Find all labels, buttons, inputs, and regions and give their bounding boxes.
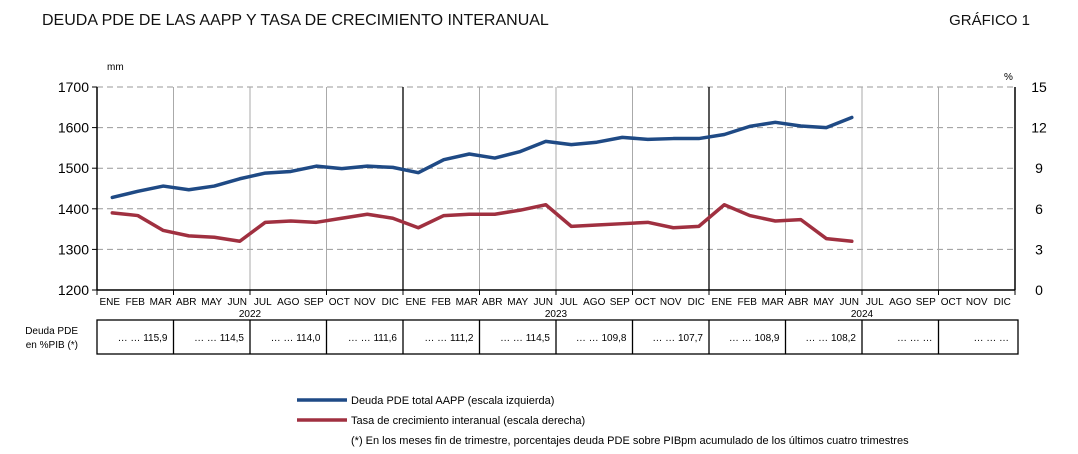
y-tick-right: 15 — [1031, 79, 1047, 95]
series-line-right — [110, 202, 854, 244]
left-unit-label: mm — [107, 62, 124, 73]
table-cell: … … 114,5 — [500, 333, 550, 344]
x-tick-month: JUN — [228, 297, 247, 308]
x-tick-month: JUL — [254, 297, 272, 308]
x-tick-month: SEP — [610, 297, 630, 308]
legend-label: Deuda PDE total AAPP (escala izquierda) — [351, 395, 554, 407]
y-tick-left: 1500 — [58, 160, 89, 176]
table-cell: … … … — [897, 333, 933, 344]
y-tick-right: 9 — [1035, 160, 1043, 176]
x-tick-month: MAY — [813, 297, 834, 308]
footnote: (*) En los meses fin de trimestre, porce… — [351, 435, 909, 447]
table-cell: … … 114,0 — [271, 333, 321, 344]
table-cell: … … … — [973, 333, 1009, 344]
x-tick-month: JUN — [840, 297, 859, 308]
series-line-left — [110, 115, 854, 200]
x-tick-month: FEB — [432, 297, 452, 308]
x-tick-month: OCT — [635, 297, 656, 308]
x-tick-month: SEP — [304, 297, 324, 308]
x-tick-month: SEP — [916, 297, 936, 308]
y-tick-right: 0 — [1035, 282, 1043, 298]
table-cell: … … 114,5 — [194, 333, 244, 344]
legend-label: Tasa de crecimiento interanual (escala d… — [351, 415, 585, 427]
y-tick-left: 1600 — [58, 120, 89, 136]
x-tick-month: FEB — [738, 297, 758, 308]
x-tick-month: JUN — [534, 297, 553, 308]
table-cell: … … 111,2 — [424, 333, 474, 344]
right-unit-label: % — [1004, 72, 1013, 83]
x-tick-month: FEB — [126, 297, 146, 308]
x-tick-month: ENE — [99, 297, 120, 308]
y-tick-left: 1400 — [58, 201, 89, 217]
x-tick-month: DIC — [382, 297, 399, 308]
figure-label: GRÁFICO 1 — [949, 12, 1030, 29]
x-tick-month: NOV — [966, 297, 988, 308]
table-cell: … … 107,7 — [652, 333, 703, 344]
table-cell: … … 108,9 — [729, 333, 780, 344]
x-tick-month: MAY — [201, 297, 222, 308]
x-tick-month: DIC — [688, 297, 705, 308]
x-tick-month: ENE — [405, 297, 426, 308]
y-tick-left: 1700 — [58, 79, 89, 95]
table-cell: … … 109,8 — [576, 333, 627, 344]
x-tick-month: OCT — [941, 297, 962, 308]
x-tick-month: ABR — [176, 297, 197, 308]
x-tick-month: MAY — [507, 297, 528, 308]
x-tick-month: AGO — [889, 297, 911, 308]
table-cell: … … 115,9 — [118, 333, 168, 344]
x-tick-month: AGO — [583, 297, 605, 308]
y-tick-left: 1300 — [58, 241, 89, 257]
y-tick-right: 12 — [1031, 120, 1047, 136]
x-tick-month: JUL — [560, 297, 578, 308]
x-tick-month: JUL — [866, 297, 884, 308]
x-tick-month: ENE — [711, 297, 732, 308]
table-cell: … … 108,2 — [805, 333, 856, 344]
table-border — [96, 319, 1019, 355]
x-tick-month: ABR — [788, 297, 809, 308]
table-row-label: en %PIB (*) — [26, 340, 78, 351]
x-tick-year: 2024 — [851, 309, 874, 320]
x-tick-year: 2022 — [239, 309, 262, 320]
table-cell: … … 111,6 — [348, 333, 398, 344]
x-tick-month: MAR — [150, 297, 172, 308]
x-tick-month: NOV — [354, 297, 376, 308]
x-tick-month: ABR — [482, 297, 503, 308]
x-tick-month: MAR — [456, 297, 478, 308]
x-tick-month: AGO — [277, 297, 299, 308]
x-tick-month: MAR — [762, 297, 784, 308]
y-tick-right: 3 — [1035, 241, 1043, 257]
y-tick-left: 1200 — [58, 282, 89, 298]
y-tick-right: 6 — [1035, 201, 1043, 217]
x-tick-month: OCT — [329, 297, 350, 308]
x-tick-month: NOV — [660, 297, 682, 308]
chart-title: DEUDA PDE DE LAS AAPP Y TASA DE CRECIMIE… — [42, 12, 549, 29]
x-tick-month: DIC — [994, 297, 1011, 308]
x-tick-year: 2023 — [545, 309, 568, 320]
table-row-label: Deuda PDE — [25, 326, 78, 337]
